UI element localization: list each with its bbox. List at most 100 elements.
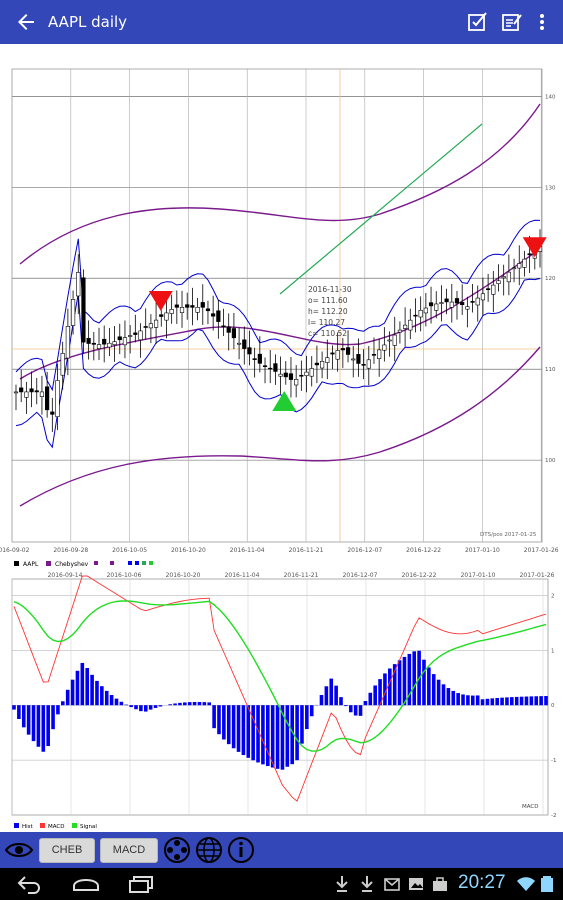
checkbox-edit-icon[interactable] — [466, 10, 490, 34]
price-legend: AAPL Chebyshev — [14, 561, 153, 568]
candle-body — [506, 271, 511, 283]
edit-note-icon[interactable] — [500, 10, 524, 34]
candle-body — [190, 305, 195, 308]
histogram-bar — [134, 705, 138, 710]
candle-body — [449, 301, 454, 308]
clock: 20:27 — [458, 872, 506, 893]
histogram-bar — [344, 705, 348, 707]
price-x-tick: 2016-12-07 — [347, 547, 382, 554]
candle-body — [397, 329, 403, 333]
price-x-tick: 2017-01-26 — [524, 547, 559, 554]
histogram-bar — [246, 705, 251, 758]
buy-marker — [272, 391, 297, 412]
histogram-bar — [226, 705, 231, 745]
film-reel-icon[interactable] — [162, 835, 192, 865]
candle-body — [216, 310, 221, 322]
histogram-bar — [539, 696, 543, 706]
back-arrow-icon[interactable] — [14, 10, 38, 34]
price-x-ticks-secondary: 2016-09-14 2016-10-06 2016-10-20 2016-11-04… — [48, 572, 555, 579]
candle-body — [517, 263, 522, 269]
candle-body — [179, 307, 185, 313]
cheb-button[interactable]: CHEB — [39, 838, 95, 863]
info-icon[interactable] — [226, 835, 256, 865]
histogram-bar — [251, 705, 255, 761]
histogram-bar — [212, 705, 216, 729]
histogram-bar — [305, 705, 309, 730]
recents-icon[interactable] — [127, 874, 155, 894]
candle-body — [319, 360, 325, 369]
legend-swatch-macd — [40, 823, 45, 828]
legend-swatch-aapl — [14, 561, 19, 566]
histogram-bar — [202, 702, 207, 706]
histogram-bar — [363, 701, 368, 706]
globe-icon[interactable] — [194, 835, 224, 865]
histogram-bar — [500, 697, 504, 706]
histogram-bar — [95, 680, 99, 706]
bollinger-lower — [15, 278, 541, 449]
candle-body — [211, 313, 216, 317]
candle-body — [325, 357, 330, 363]
legend-swatch-8 — [149, 561, 153, 565]
histogram-bar — [178, 702, 182, 706]
sell-marker — [522, 237, 547, 258]
histogram-bar — [319, 695, 324, 706]
histogram-bar — [407, 653, 412, 706]
candle-body — [273, 363, 278, 372]
legend-swatch-signal — [72, 823, 77, 828]
candle-body — [19, 387, 24, 393]
macd-y-tick: -2 — [551, 813, 556, 819]
gmail-icon — [384, 878, 400, 891]
candle-body — [45, 386, 50, 411]
candle-body — [128, 335, 133, 337]
histogram-bar — [329, 678, 334, 706]
candle-body — [148, 323, 153, 329]
candle-body — [387, 339, 392, 342]
more-vert-icon[interactable] — [530, 10, 554, 34]
trendline[interactable] — [279, 123, 483, 295]
candle-body — [70, 299, 76, 326]
bollinger-upper — [15, 219, 541, 392]
histogram-bar — [173, 703, 177, 706]
candle-body — [486, 288, 491, 290]
histogram-bar — [510, 697, 514, 706]
download-icon — [336, 876, 348, 892]
histogram-bar — [241, 705, 246, 756]
candle-body — [377, 349, 382, 359]
histogram-bar — [368, 692, 373, 706]
candle-body — [29, 388, 34, 393]
macd-legend: Hist MACD Signal — [14, 823, 97, 830]
histogram-bar — [187, 702, 192, 706]
candle-body — [50, 411, 55, 415]
histogram-bar — [324, 686, 329, 706]
histogram-bar — [80, 662, 85, 706]
histogram-bar — [192, 702, 197, 706]
histogram-bar — [139, 705, 143, 712]
legend-label-chebyshev: Chebyshev — [55, 561, 89, 568]
candle-body — [81, 277, 86, 343]
back-icon[interactable] — [16, 874, 42, 894]
macd-button[interactable]: MACD — [100, 838, 158, 863]
macd-line — [13, 575, 547, 802]
histogram-bar — [431, 674, 436, 706]
home-icon[interactable] — [71, 874, 101, 894]
histogram-bar — [100, 686, 104, 706]
candle-body — [465, 306, 470, 310]
histogram-bar — [41, 705, 46, 752]
histogram-bar — [378, 679, 382, 706]
price-x-tick-secondary: 2016-10-06 — [107, 572, 142, 579]
candle-body — [356, 354, 361, 364]
histogram-bar — [31, 705, 36, 742]
candle-body — [501, 276, 506, 279]
histogram-bar — [236, 705, 241, 752]
candle-body — [200, 302, 205, 308]
price-x-tick: 2017-01-10 — [465, 547, 500, 554]
legend-swatch-4 — [110, 561, 114, 565]
histogram-bar — [119, 701, 124, 706]
candle-body — [304, 371, 309, 376]
price-y-tick: 130 — [545, 185, 556, 191]
candle-body — [205, 308, 211, 312]
histogram-bar — [383, 673, 387, 706]
eye-icon[interactable] — [4, 835, 34, 865]
